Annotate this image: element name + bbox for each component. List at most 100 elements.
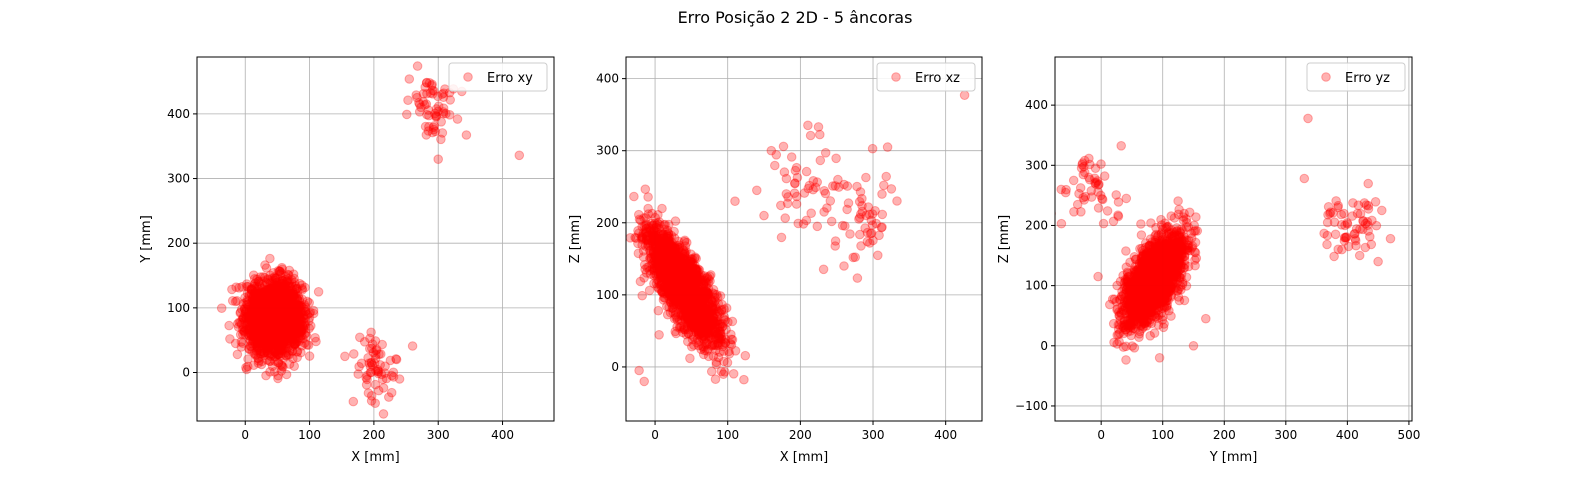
- scatter-point: [231, 282, 241, 293]
- scatter-point: [275, 335, 286, 346]
- scatter-point: [272, 289, 283, 300]
- scatter-point: [269, 334, 280, 344]
- scatter-point: [293, 301, 303, 312]
- scatter-point: [284, 317, 295, 327]
- scatter-point: [273, 326, 283, 337]
- scatter-point: [269, 317, 280, 328]
- scatter-point: [298, 321, 308, 332]
- scatter-point: [278, 282, 288, 293]
- scatter-point: [265, 278, 276, 288]
- scatter-point: [270, 305, 281, 316]
- scatter-point: [261, 309, 271, 319]
- scatter-point: [272, 291, 283, 301]
- scatter-point: [286, 289, 297, 299]
- scatter-point: [282, 315, 293, 325]
- x-tick-label: 200: [362, 428, 385, 442]
- scatter-point: [271, 317, 281, 327]
- scatter-point: [248, 332, 258, 342]
- scatter-point: [285, 307, 295, 318]
- scatter-point: [279, 318, 290, 328]
- scatter-point: [295, 313, 305, 324]
- scatter-point: [287, 310, 298, 321]
- scatter-point: [275, 319, 285, 329]
- scatter-point: [267, 313, 278, 323]
- scatter-point: [290, 300, 301, 311]
- scatter-point: [286, 315, 296, 326]
- scatter-point: [272, 296, 283, 307]
- scatter-point: [249, 294, 260, 305]
- scatter-point: [278, 329, 289, 339]
- scatter-point: [273, 349, 284, 360]
- scatter-point: [254, 303, 264, 314]
- scatter-point: [270, 320, 281, 330]
- scatter-point: [275, 289, 286, 300]
- scatter-point: [273, 307, 284, 318]
- scatter-point: [267, 338, 278, 348]
- scatter-point: [270, 316, 280, 326]
- scatter-point: [267, 288, 278, 298]
- scatter-point: [250, 283, 260, 294]
- scatter-point: [257, 337, 267, 348]
- scatter-point: [261, 299, 271, 310]
- scatter-point: [263, 311, 274, 321]
- scatter-point: [263, 330, 274, 341]
- scatter-point: [258, 299, 268, 310]
- scatter-point: [267, 329, 277, 340]
- scatter-point: [268, 319, 279, 329]
- scatter-point: [254, 326, 265, 337]
- scatter-point: [287, 285, 298, 295]
- scatter-point: [263, 312, 274, 323]
- scatter-point: [273, 335, 284, 346]
- scatter-point: [257, 289, 268, 300]
- scatter-point: [254, 341, 265, 352]
- scatter-point: [265, 297, 275, 308]
- scatter-point: [683, 328, 694, 339]
- scatter-point: [259, 307, 269, 318]
- scatter-point: [299, 313, 310, 324]
- scatter-point: [257, 310, 268, 321]
- scatter-point: [254, 281, 265, 291]
- scatter-point: [284, 302, 294, 313]
- scatter-point: [236, 337, 247, 347]
- scatter-point: [232, 296, 242, 306]
- scatter-point: [282, 305, 293, 316]
- scatter-point: [782, 198, 793, 209]
- scatter-point: [263, 328, 274, 339]
- scatter-point: [265, 304, 275, 315]
- scatter-point: [237, 325, 248, 335]
- scatter-point: [259, 301, 270, 311]
- scatter-point: [274, 344, 285, 354]
- scatter-point: [278, 333, 289, 344]
- scatter-point: [242, 299, 252, 310]
- scatter-point: [243, 302, 254, 312]
- scatter-point: [249, 298, 259, 309]
- scatter-point: [282, 329, 293, 340]
- scatter-point: [259, 305, 270, 316]
- scatter-point: [248, 319, 259, 330]
- scatter-point: [274, 294, 285, 305]
- scatter-point: [250, 303, 261, 314]
- scatter-point: [277, 275, 287, 286]
- x-axis-label: X [mm]: [780, 450, 829, 465]
- scatter-point: [281, 326, 292, 337]
- scatter-point: [296, 330, 307, 341]
- scatter-point: [252, 311, 262, 322]
- scatter-point: [270, 286, 281, 296]
- scatter-point: [292, 286, 303, 297]
- scatter-point: [276, 314, 287, 324]
- scatter-point: [237, 304, 247, 315]
- scatter-point: [294, 296, 305, 307]
- scatter-point: [284, 291, 294, 301]
- scatter-point: [272, 319, 282, 330]
- scatter-point: [272, 299, 282, 309]
- scatter-point: [257, 316, 268, 327]
- scatter-point: [253, 308, 264, 319]
- scatter-point: [278, 339, 289, 349]
- scatter-point: [275, 299, 285, 309]
- scatter-point: [271, 280, 282, 291]
- scatter-point: [269, 332, 279, 343]
- scatter-point: [292, 305, 302, 316]
- scatter-point: [286, 300, 297, 311]
- scatter-point: [289, 315, 299, 326]
- scatter-point: [279, 317, 289, 328]
